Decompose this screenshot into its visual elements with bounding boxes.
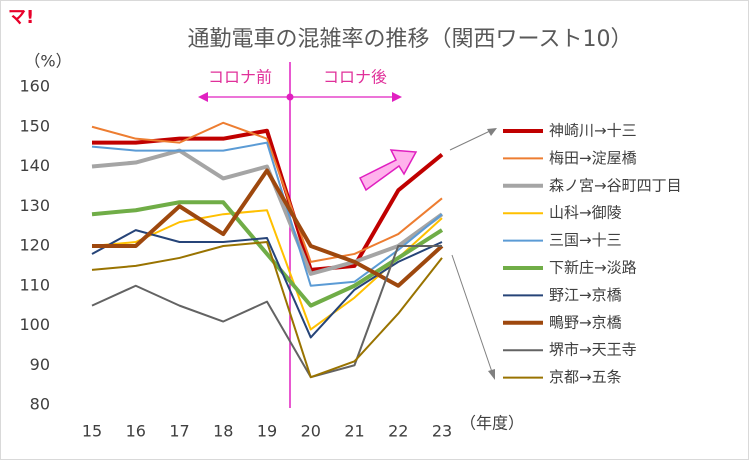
legend-pointers <box>449 128 497 380</box>
y-tick-label: 80 <box>30 395 50 414</box>
x-tick-label: 22 <box>388 422 408 441</box>
x-tick-label: 15 <box>82 422 102 441</box>
y-tick-label: 160 <box>19 77 50 96</box>
series-line <box>91 245 442 379</box>
legend-label: 京都→五条 <box>549 368 622 386</box>
y-tick-label: 120 <box>19 236 50 255</box>
series-line <box>91 141 443 287</box>
series-line <box>92 168 444 288</box>
legend-label: 山科→御陵 <box>549 204 622 222</box>
logo: マ! <box>8 7 34 28</box>
series-line <box>91 241 443 379</box>
x-tick-label: 23 <box>432 422 452 441</box>
series-line <box>92 128 444 272</box>
x-tick-label: 17 <box>169 422 189 441</box>
x-tick-label: 21 <box>344 422 364 441</box>
legend-label: 堺市→天王寺 <box>549 341 637 359</box>
legend-label: 梅田→淀屋橋 <box>549 149 637 167</box>
legend-label: 神崎川→十三 <box>549 122 637 140</box>
annotation: コロナ後 <box>323 68 387 87</box>
y-tick-label: 150 <box>19 116 50 135</box>
annotation: コロナ前 <box>208 68 272 87</box>
y-tick-label: 90 <box>30 355 50 374</box>
y-axis-label: （%） <box>24 52 71 71</box>
x-tick-label: 18 <box>213 422 233 441</box>
legend-label: 三国→十三 <box>549 231 622 249</box>
x-tick-label: 20 <box>301 422 321 441</box>
y-tick-label: 100 <box>19 315 50 334</box>
series-line <box>91 148 444 276</box>
x-tick-label: 19 <box>257 422 277 441</box>
x-axis-label: （年度） <box>460 414 524 433</box>
covid-divider <box>198 62 402 408</box>
y-tick-label: 110 <box>19 275 50 294</box>
y-tick-label: 130 <box>19 196 50 215</box>
legend-label: 森ノ宮→谷町四丁目 <box>549 176 682 194</box>
chart-title: 通勤電車の混雑率の推移（関西ワースト10） <box>188 27 633 52</box>
legend-label: 鴫野→京橋 <box>549 313 622 331</box>
x-tick-label: 16 <box>126 422 146 441</box>
y-tick-label: 140 <box>19 156 50 175</box>
legend-label: 下新庄→淡路 <box>549 259 637 277</box>
rise-arrow <box>358 149 418 192</box>
legend-label: 野江→京橋 <box>549 286 622 304</box>
series-line <box>91 200 444 308</box>
series-line <box>91 121 443 263</box>
